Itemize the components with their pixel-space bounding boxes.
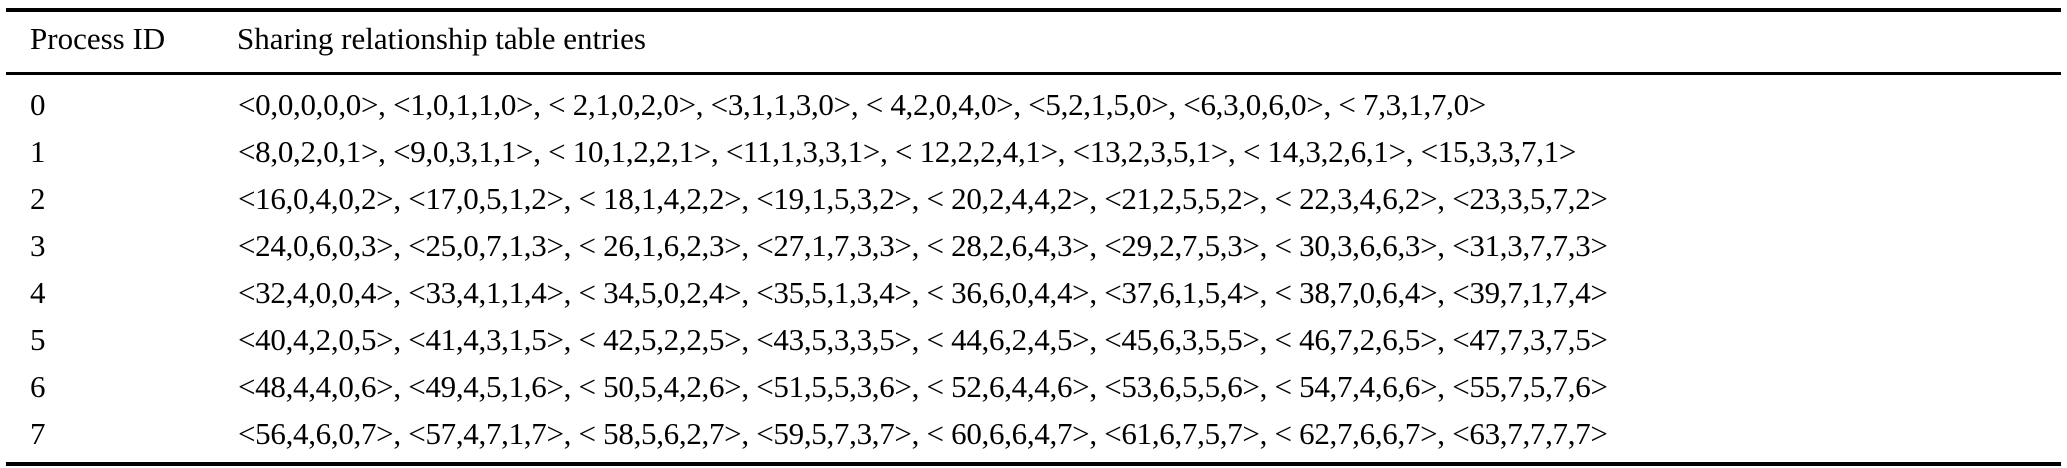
process-id-cell: 7: [30, 416, 46, 451]
column-header-process-id: Process ID: [6, 10, 237, 75]
process-id-cell: 0: [30, 87, 46, 122]
table-row: 5 <40,4,2,0,5>, <41,4,3,1,5>, < 42,5,2,2…: [6, 316, 2061, 363]
entries-cell: <40,4,2,0,5>, <41,4,3,1,5>, < 42,5,2,2,5…: [238, 322, 1608, 357]
process-id-cell: 6: [30, 369, 46, 404]
table-row: 3 <24,0,6,0,3>, <25,0,7,1,3>, < 26,1,6,2…: [6, 222, 2061, 269]
process-id-cell: 4: [30, 275, 46, 310]
process-id-cell: 5: [30, 322, 46, 357]
entries-cell: <48,4,4,0,6>, <49,4,5,1,6>, < 50,5,4,2,6…: [238, 369, 1608, 404]
table-row: 4 <32,4,0,0,4>, <33,4,1,1,4>, < 34,5,0,2…: [6, 269, 2061, 316]
table-row: 0 <0,0,0,0,0>, <1,0,1,1,0>, < 2,1,0,2,0>…: [6, 74, 2061, 129]
sharing-relationship-table: Process ID Sharing relationship table en…: [6, 8, 2061, 466]
table-row: 1 <8,0,2,0,1>, <9,0,3,1,1>, < 10,1,2,2,1…: [6, 128, 2061, 175]
column-header-entries: Sharing relationship table entries: [237, 10, 2061, 75]
header-row: Process ID Sharing relationship table en…: [6, 10, 2061, 75]
table-row: 2 <16,0,4,0,2>, <17,0,5,1,2>, < 18,1,4,2…: [6, 175, 2061, 222]
table-header: Process ID Sharing relationship table en…: [6, 10, 2061, 75]
entries-cell: <16,0,4,0,2>, <17,0,5,1,2>, < 18,1,4,2,2…: [238, 181, 1608, 216]
table-row: 6 <48,4,4,0,6>, <49,4,5,1,6>, < 50,5,4,2…: [6, 363, 2061, 410]
entries-cell: <32,4,0,0,4>, <33,4,1,1,4>, < 34,5,0,2,4…: [238, 275, 1608, 310]
entries-cell: <56,4,6,0,7>, <57,4,7,1,7>, < 58,5,6,2,7…: [238, 416, 1608, 451]
process-id-cell: 1: [30, 134, 46, 169]
entries-cell: <0,0,0,0,0>, <1,0,1,1,0>, < 2,1,0,2,0>, …: [238, 87, 1486, 122]
process-id-cell: 2: [30, 181, 46, 216]
process-id-cell: 3: [30, 228, 46, 263]
table-body: 0 <0,0,0,0,0>, <1,0,1,1,0>, < 2,1,0,2,0>…: [6, 74, 2061, 465]
entries-cell: <24,0,6,0,3>, <25,0,7,1,3>, < 26,1,6,2,3…: [238, 228, 1608, 263]
table-row: 7 <56,4,6,0,7>, <57,4,7,1,7>, < 58,5,6,2…: [6, 410, 2061, 464]
entries-cell: <8,0,2,0,1>, <9,0,3,1,1>, < 10,1,2,2,1>,…: [238, 134, 1577, 169]
